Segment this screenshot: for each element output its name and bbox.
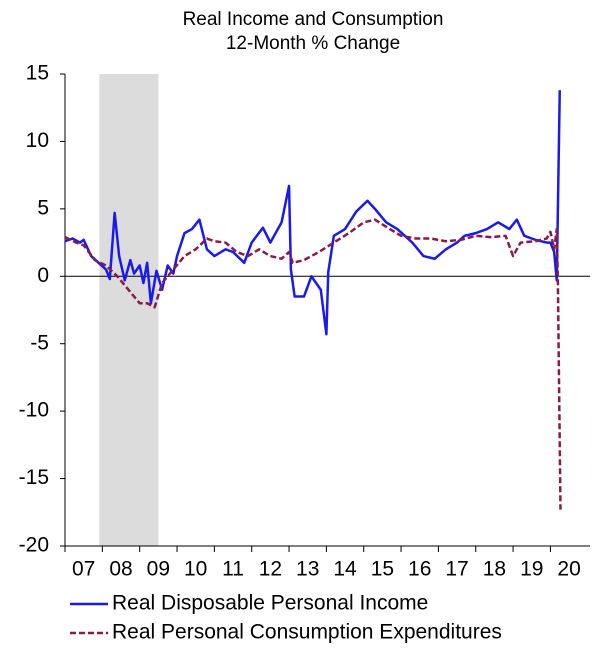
y-tick-label: -5 [30, 331, 49, 354]
y-tick-label: 15 [26, 62, 49, 85]
series-line [64, 90, 562, 336]
x-tick-label: 18 [483, 558, 506, 581]
x-tick-label: 11 [222, 558, 244, 581]
recession-shade [99, 74, 159, 546]
y-tick-label: 10 [26, 129, 49, 152]
y-tick-label: -10 [19, 399, 49, 422]
y-tick-label: 0 [37, 264, 49, 287]
chart-title: Real Income and Consumption [183, 9, 444, 30]
x-tick-label: 10 [184, 558, 207, 581]
legend-label: Real Personal Consumption Expenditures [112, 621, 502, 644]
y-tick-label: -15 [19, 466, 49, 489]
x-tick-label: 12 [259, 558, 282, 581]
x-tick-label: 15 [371, 558, 394, 581]
x-tick-label: 08 [109, 558, 132, 581]
series-line [64, 218, 562, 510]
legend-label: Real Disposable Personal Income [112, 592, 428, 615]
x-tick-label: 17 [445, 558, 468, 581]
x-tick-label: 13 [296, 558, 319, 581]
x-tick-label: 16 [408, 558, 431, 581]
x-tick-label: 09 [147, 558, 170, 581]
x-tick-label: 14 [333, 558, 357, 581]
chart-subtitle: 12-Month % Change [226, 33, 400, 54]
x-tick-label: 19 [520, 558, 543, 581]
y-tick-label: 5 [37, 196, 49, 219]
x-tick-label: 20 [557, 558, 580, 581]
y-tick-label: -20 [19, 534, 49, 557]
x-tick-label: 07 [72, 558, 95, 581]
